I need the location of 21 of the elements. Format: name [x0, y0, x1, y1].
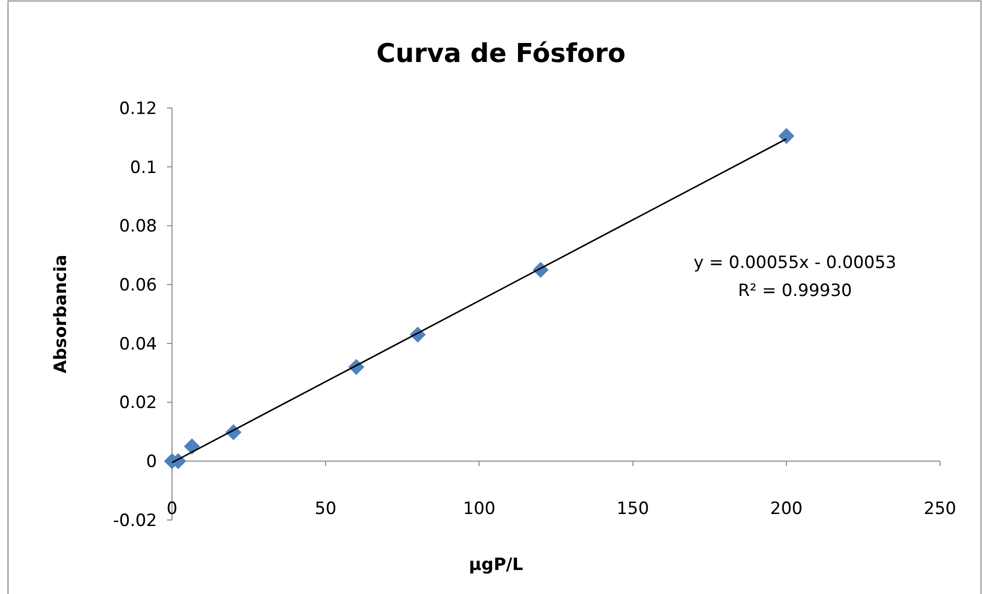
- y-tick-label: 0.1: [130, 158, 157, 178]
- x-tick-label: 150: [616, 499, 650, 519]
- y-tick-label: 0.12: [119, 98, 157, 119]
- x-tick-label: 50: [314, 499, 336, 519]
- y-axis-title: Absorbancia: [51, 254, 71, 374]
- annotation: R² = 0.99930: [738, 281, 852, 301]
- y-tick-label: 0: [146, 452, 157, 472]
- y-tick-label: -0.02: [113, 510, 157, 531]
- point: [778, 128, 794, 144]
- chart-title: Curva de Fósforo: [376, 39, 626, 69]
- y-tick-label: 0.02: [119, 393, 157, 414]
- y-tick-label: 0.06: [119, 276, 157, 296]
- annotation: y = 0.00055x - 0.00053: [694, 253, 896, 273]
- x-tick-label: 0: [166, 499, 178, 519]
- y-tick-label: 0.08: [119, 216, 157, 237]
- x-axis-title: μgP/L: [468, 555, 524, 575]
- x-tick-label: 250: [924, 499, 956, 519]
- point: [184, 438, 200, 454]
- x-tick-label: 200: [770, 499, 803, 519]
- y-tick-label: 0.04: [119, 334, 157, 354]
- x-tick-label: 100: [462, 499, 496, 519]
